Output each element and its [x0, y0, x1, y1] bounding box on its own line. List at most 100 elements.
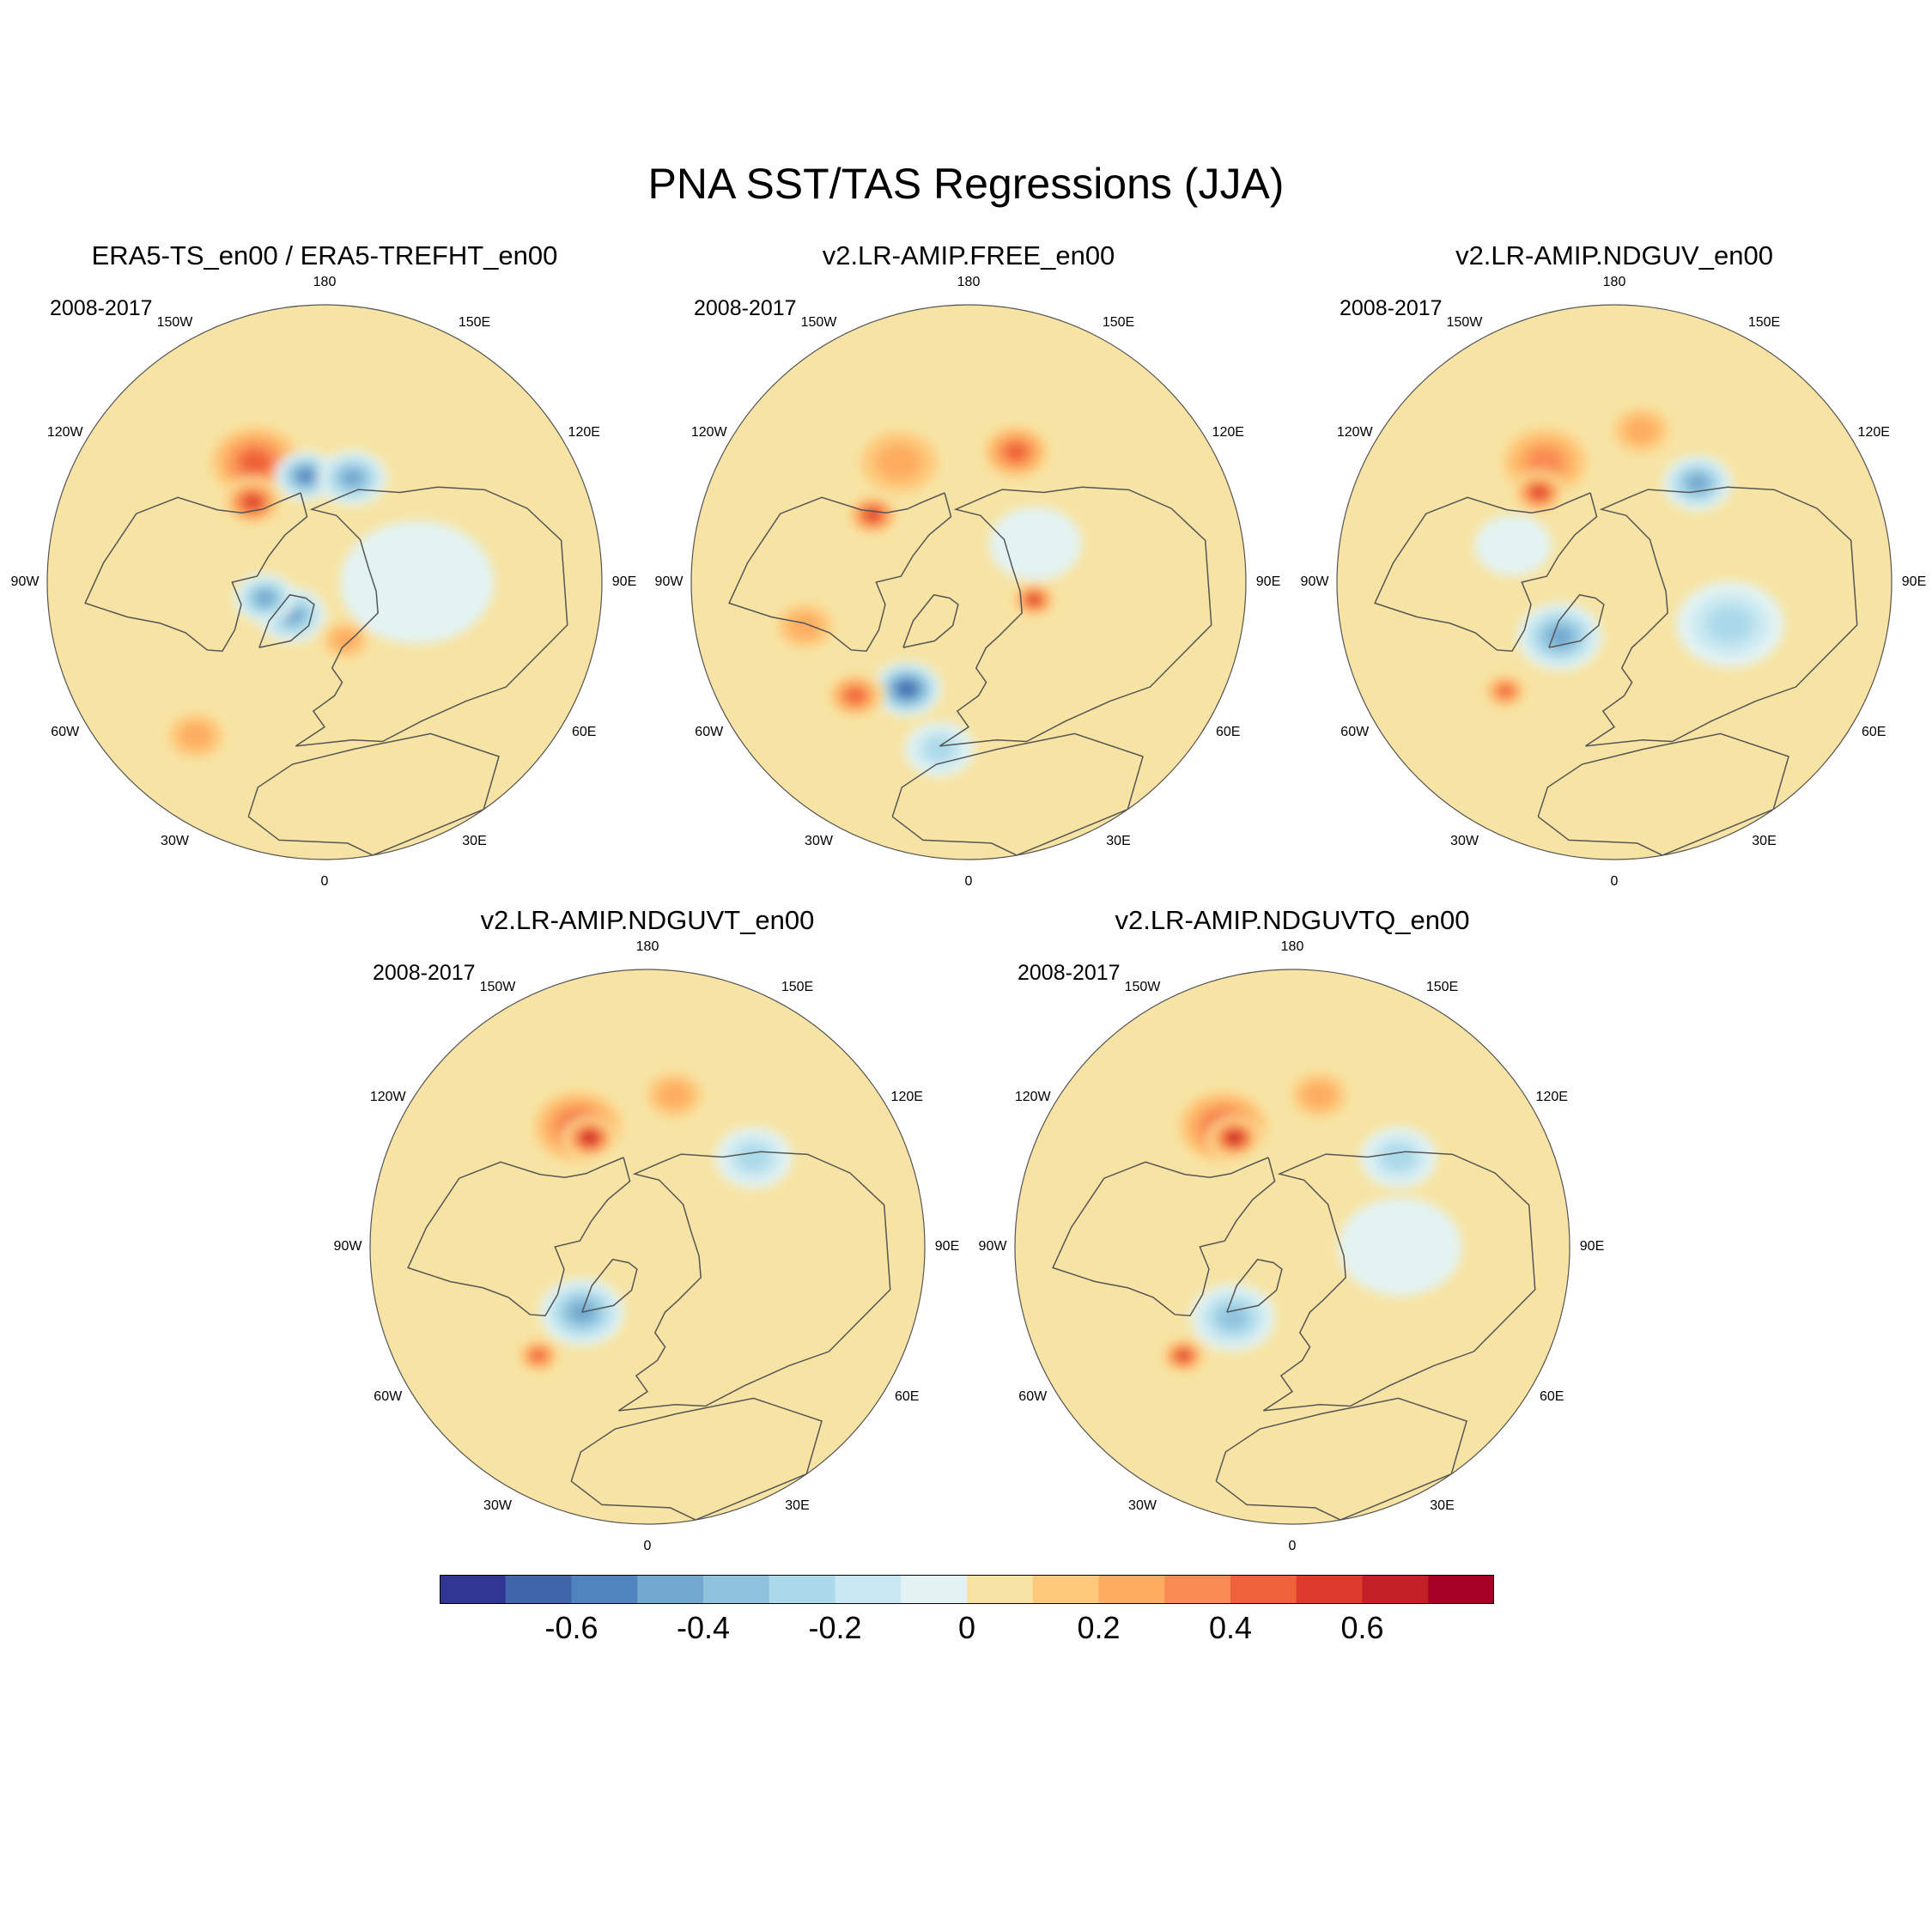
- panel-title-p2: v2.LR-AMIP.FREE_en00: [822, 240, 1115, 270]
- coastline-0: [407, 1157, 631, 1317]
- anomaly-blob-8-level-2: [788, 612, 822, 640]
- coastline-2: [1226, 1258, 1283, 1313]
- panel-title-p5: v2.LR-AMIP.NDGUVTQ_en00: [1115, 905, 1470, 935]
- period-label-p1: 2008-2017: [50, 296, 153, 320]
- colorbar-swatch-6: [835, 1575, 902, 1604]
- colorbar-tick-label: 0: [957, 1610, 976, 1645]
- lon-label-p5-90E: 90E: [1579, 1239, 1605, 1254]
- anomaly-blob-4-level-2: [737, 1144, 770, 1171]
- lon-label-p2-60W: 60W: [695, 724, 724, 739]
- lon-label-p2-180: 180: [957, 275, 981, 289]
- lon-label-p3-90W: 90W: [1300, 574, 1329, 589]
- lon-label-p1-0: 0: [320, 874, 329, 889]
- lon-label-p3-0: 0: [1610, 874, 1619, 889]
- anomaly-blob-8-level-0: [390, 659, 499, 745]
- lon-label-p4-150E: 150E: [781, 979, 814, 994]
- panel-title-p3: v2.LR-AMIP.NDGUV_en00: [1455, 240, 1773, 270]
- lon-label-p3-30W: 30W: [1450, 834, 1479, 849]
- coastline-2: [1548, 593, 1605, 648]
- colorbar-swatch-0: [440, 1575, 507, 1604]
- lon-label-p3-60W: 60W: [1340, 724, 1370, 739]
- lon-label-p2-0: 0: [964, 874, 973, 889]
- colorbar-tick-label: -0.6: [544, 1610, 598, 1645]
- lon-label-p3-120E: 120E: [1857, 424, 1890, 440]
- colorbar-swatch-5: [769, 1575, 835, 1604]
- lon-label-p4-30E: 30E: [785, 1498, 810, 1514]
- anomaly-blob-9-level-0: [1074, 631, 1183, 718]
- lon-label-p3-180: 180: [1602, 275, 1626, 289]
- lon-label-p4-30W: 30W: [483, 1498, 512, 1514]
- anomaly-blob-5-level-2: [179, 722, 213, 750]
- lon-label-p5-30E: 30E: [1430, 1498, 1455, 1514]
- lon-label-p5-60E: 60E: [1540, 1388, 1564, 1404]
- lon-label-p5-90W: 90W: [978, 1239, 1007, 1254]
- anomaly-blob-4-level-4: [1498, 686, 1512, 696]
- polar-map-p3: [1336, 304, 1893, 860]
- anomaly-blob-3-level-4: [532, 1351, 545, 1361]
- anomaly-blob-1-level-5: [245, 496, 260, 508]
- coastline-2: [902, 593, 959, 648]
- map-border: [1014, 969, 1571, 1525]
- lon-label-p1-30E: 30E: [462, 834, 487, 849]
- lon-label-p2-90W: 90W: [654, 574, 683, 589]
- colorbar-swatch-8: [967, 1575, 1034, 1604]
- lon-label-p4-0: 0: [643, 1539, 652, 1553]
- anomaly-blob-6-level-5: [1029, 595, 1040, 605]
- lon-label-p5-60W: 60W: [1018, 1388, 1048, 1404]
- lon-label-p4-60W: 60W: [374, 1388, 403, 1404]
- colorbar-swatch-4: [703, 1575, 770, 1604]
- map-border: [369, 969, 926, 1525]
- colorbar-swatch-10: [1098, 1575, 1165, 1604]
- lon-label-p5-180: 180: [1280, 939, 1304, 954]
- map-background: [370, 969, 925, 1524]
- lon-label-p3-120W: 120W: [1336, 424, 1373, 440]
- colorbar-swatch-9: [1032, 1575, 1099, 1604]
- lon-label-p1-120W: 120W: [46, 424, 83, 440]
- lon-label-p3-150E: 150E: [1747, 314, 1781, 330]
- colorbar-swatch-7: [901, 1575, 968, 1604]
- anomaly-blob-1-level-5: [866, 509, 879, 520]
- map-background: [691, 305, 1246, 860]
- map-border: [690, 304, 1247, 860]
- panel-title-p4: v2.LR-AMIP.NDGUVT_en00: [480, 905, 815, 935]
- anomaly-blob-2-level-3: [1218, 1306, 1248, 1329]
- anomaly-blob-4-level-4: [847, 689, 864, 702]
- colorbar: [440, 1575, 1494, 1604]
- colorbar-swatch-12: [1230, 1575, 1297, 1604]
- coastline-0: [84, 492, 308, 653]
- map-background: [1337, 305, 1892, 860]
- period-label-p5: 2008-2017: [1018, 961, 1121, 985]
- anomaly-blob-9-level-4: [256, 591, 274, 605]
- lon-label-p1-90E: 90E: [611, 574, 637, 589]
- lon-label-p2-120W: 120W: [690, 424, 727, 440]
- anomaly-blob-0-level-3: [1527, 447, 1564, 477]
- lon-label-p1-180: 180: [313, 275, 337, 289]
- lon-label-p3-60E: 60E: [1862, 724, 1886, 739]
- lon-label-p1-120E: 120E: [568, 424, 600, 440]
- colorbar-tick-label: -0.2: [808, 1610, 862, 1645]
- colorbar-tick-label: 0.4: [1208, 1610, 1253, 1645]
- lon-label-p2-120E: 120E: [1212, 424, 1244, 440]
- map-background: [1015, 969, 1570, 1524]
- colorbar-swatch-1: [505, 1575, 572, 1604]
- panel-title-p1: ERA5-TS_en00 / ERA5-TREFHT_en00: [91, 240, 558, 270]
- lon-label-p5-0: 0: [1288, 1539, 1297, 1553]
- lon-label-p2-60E: 60E: [1216, 724, 1241, 739]
- anomaly-blob-2-level-4: [1005, 443, 1027, 461]
- anomaly-blob-6-level-2: [332, 629, 359, 651]
- anomaly-blob-6-level-0: [693, 1197, 817, 1297]
- anomaly-blob-3-level-6: [900, 683, 914, 695]
- lon-label-p4-90E: 90E: [934, 1239, 960, 1254]
- lon-label-p5-120W: 120W: [1014, 1089, 1051, 1104]
- anomaly-blob-1-level-5: [1533, 487, 1546, 498]
- colorbar-tick-label: 0.6: [1340, 1610, 1384, 1645]
- coastline-0: [1374, 492, 1598, 653]
- colorbar-frame: [440, 1575, 1494, 1604]
- anomaly-blob-7-level-0: [339, 520, 495, 644]
- lon-label-p5-120E: 120E: [1535, 1089, 1568, 1104]
- lon-label-p2-150E: 150E: [1102, 314, 1135, 330]
- period-label-p2: 2008-2017: [694, 296, 797, 320]
- coastline-3: [570, 1397, 823, 1521]
- coastline-3: [1537, 732, 1789, 856]
- anomaly-blob-7-level-0: [1474, 514, 1552, 576]
